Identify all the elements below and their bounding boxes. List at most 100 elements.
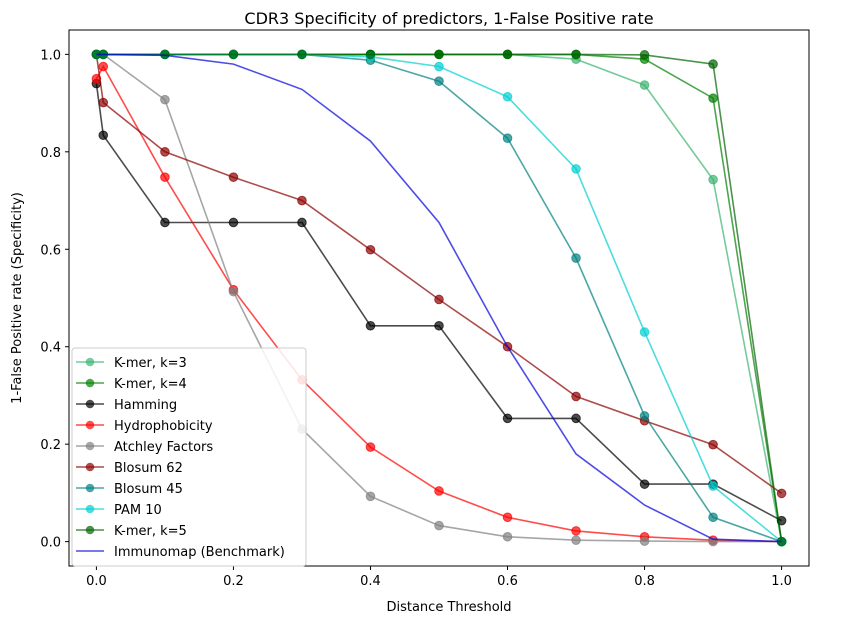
data-point [365,442,376,452]
legend-swatch-marker [85,357,95,367]
legend-swatch-marker [85,399,95,409]
data-point [571,413,581,424]
data-point [571,253,581,263]
data-point [434,320,444,331]
data-point [502,49,513,60]
series-line [95,64,782,543]
data-point [228,172,239,182]
x-tick-label: 0.6 [497,574,518,589]
data-point [160,147,170,157]
y-tick-label: 1.0 [40,48,61,63]
data-point [228,217,239,228]
x-axis-label: Distance Threshold [386,600,511,615]
x-axis: 0.0 0.2 0.4 0.6 0.8 1.0 [86,566,792,589]
legend-label: PAM 10 [114,503,162,518]
legend-label: Atchley Factors [114,440,213,455]
data-point [365,49,376,60]
data-point [434,294,444,305]
series-hamming [91,78,787,526]
data-point [571,535,581,545]
x-tick-label: 0.4 [360,574,381,589]
data-point [708,174,718,185]
legend-swatch-marker [85,441,95,451]
data-point [160,94,170,105]
data-point [502,133,513,143]
data-point [365,491,376,502]
legend-swatch-marker [85,525,95,535]
legend-item: K-mer, k=3 [76,356,187,371]
legend-swatch-marker [85,504,95,514]
legend-item: K-mer, k=4 [76,377,187,392]
data-point [708,59,718,69]
series-line [96,53,782,543]
legend-item: K-mer, k=5 [76,524,187,539]
data-point [502,531,513,542]
legend-item: Immunomap (Benchmark) [76,545,285,560]
data-point [639,536,650,546]
data-point [228,49,239,60]
chart-title: CDR3 Specificity of predictors, 1-False … [244,9,653,28]
data-point [502,512,513,523]
series-line [95,54,783,495]
data-point [434,76,444,86]
legend-label: Hydrophobicity [114,419,213,434]
legend-item: Blosum 45 [76,482,183,497]
data-point [297,195,307,206]
series-line [96,53,782,543]
legend-label: Hamming [114,398,177,413]
legend-item: Blosum 62 [76,461,183,476]
data-point [434,486,444,496]
data-point [639,411,650,421]
data-point [365,320,376,331]
data-point [365,244,376,255]
data-point [502,413,513,424]
data-point [571,526,581,536]
data-point [98,97,109,108]
data-point [571,164,581,174]
legend-label: Blosum 45 [114,482,183,497]
y-tick-label: 0.6 [40,243,61,258]
data-point [160,49,170,60]
y-tick-label: 0.8 [40,146,61,161]
data-point [639,479,650,489]
legend-item: PAM 10 [76,503,162,518]
data-point [434,520,444,531]
data-point [160,172,170,182]
x-tick-label: 1.0 [771,574,792,589]
data-point [98,130,109,141]
legend-swatch-marker [85,483,95,493]
y-axis: 0.0 0.2 0.4 0.6 0.8 1.0 [40,48,69,551]
data-point [434,61,444,72]
data-point [571,49,581,60]
y-tick-label: 0.2 [40,438,61,453]
x-tick-label: 0.0 [86,574,107,589]
data-point [228,286,239,297]
legend-item: Hydrophobicity [76,419,213,434]
data-point [776,488,787,499]
legend-swatch-marker [85,462,95,472]
plot-area [91,49,787,547]
data-point [297,49,307,60]
data-point [639,80,650,90]
data-point [91,73,102,84]
y-tick-label: 0.0 [40,536,61,551]
axes-frame [68,29,810,567]
data-point [571,391,581,402]
data-point [708,481,718,491]
legend-label: K-mer, k=5 [114,524,187,539]
data-point [708,512,718,523]
data-point [98,61,109,72]
data-point [639,50,650,60]
y-tick-label: 0.4 [40,341,61,356]
y-axis-label: 1-False Positive rate (Specificity) [10,192,25,404]
legend-label: K-mer, k=4 [114,377,187,392]
series-line [95,83,782,522]
legend: K-mer, k=3 K-mer, k=4 Hamming Hydrophobicit… [71,347,307,567]
legend-swatch-marker [85,378,95,388]
legend-label: K-mer, k=3 [114,356,187,371]
series-immunomap-benchmark [96,53,782,543]
legend-box [71,347,307,567]
data-point [297,217,307,228]
legend-item: Hamming [76,398,177,413]
